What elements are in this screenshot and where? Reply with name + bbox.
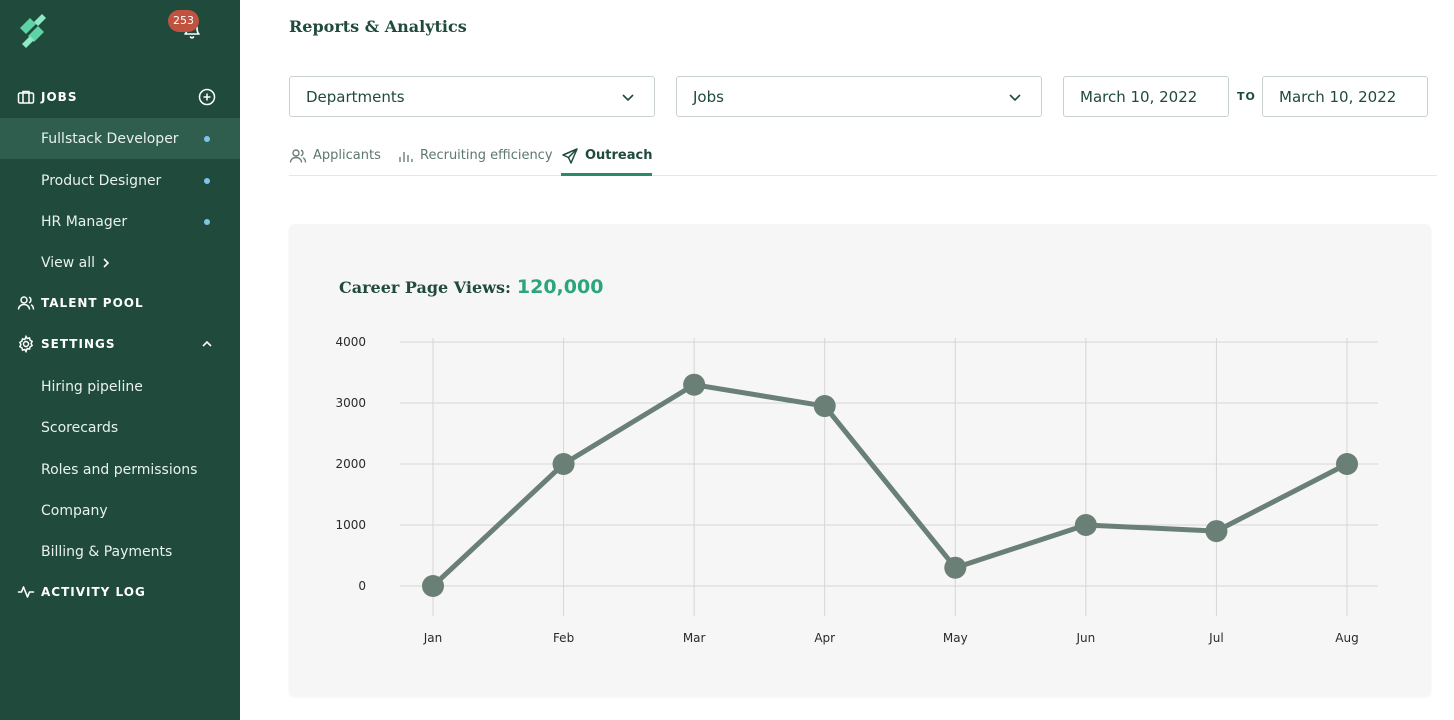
tab-label: Applicants <box>313 148 381 163</box>
sidebar-section-jobs[interactable]: JOBS <box>0 78 240 116</box>
jobs-select-value: Jobs <box>693 87 724 106</box>
y-tick-label: 0 <box>358 579 366 593</box>
x-tick-label: Jan <box>423 631 443 645</box>
data-point[interactable] <box>1205 520 1228 543</box>
sidebar-item-fullstack-developer[interactable]: Fullstack Developer <box>0 118 240 159</box>
x-tick-label: Feb <box>553 631 574 645</box>
sidebar-item-company[interactable]: Company <box>0 490 240 531</box>
y-tick-label: 3000 <box>335 396 366 410</box>
jobs-select[interactable]: Jobs <box>676 76 1042 117</box>
sidebar-item-label: Company <box>41 502 108 519</box>
data-point[interactable] <box>1074 514 1097 536</box>
chevron-right-icon <box>101 257 111 269</box>
date-to-input[interactable]: March 10, 2022 <box>1262 76 1428 117</box>
sidebar: 253 JOBS Fullstack Developer Product Des… <box>0 0 240 720</box>
departments-select-value: Departments <box>306 87 405 106</box>
sidebar-item-scorecards[interactable]: Scorecards <box>0 407 240 448</box>
sidebar-item-label: Fullstack Developer <box>41 130 179 147</box>
date-range-separator: TO <box>1237 90 1256 103</box>
sidebar-item-label: HR Manager <box>41 213 128 230</box>
x-tick-label: Apr <box>814 631 835 645</box>
chart-title-value: 120,000 <box>516 276 604 298</box>
sidebar-section-label: TALENT POOL <box>41 296 144 310</box>
sidebar-item-hiring-pipeline[interactable]: Hiring pipeline <box>0 366 240 407</box>
date-from-value: March 10, 2022 <box>1080 87 1198 106</box>
tab-recruiting-efficiency[interactable]: Recruiting efficiency <box>396 148 553 176</box>
x-tick-label: May <box>943 631 968 645</box>
y-tick-label: 2000 <box>335 457 366 471</box>
chart-card: Career Page Views: 120,000 0 1000 2000 3000… <box>289 224 1431 696</box>
chart-title-label: Career Page Views: <box>339 278 511 297</box>
add-job-icon[interactable] <box>198 88 216 106</box>
sidebar-item-label: Billing & Payments <box>41 543 173 560</box>
sidebar-item-view-all[interactable]: View all <box>0 242 240 283</box>
gear-icon <box>17 335 35 353</box>
sidebar-section-label: ACTIVITY LOG <box>41 585 146 599</box>
data-point[interactable] <box>944 556 967 579</box>
data-point[interactable] <box>683 373 706 396</box>
sidebar-item-label: Roles and permissions <box>41 461 198 478</box>
career-page-views-chart: 0 1000 2000 3000 4000 Jan Feb Mar Apr May Jun Jul Au… <box>335 335 1378 645</box>
users-icon <box>289 147 307 165</box>
data-point[interactable] <box>1336 453 1358 475</box>
x-tick-label: Jul <box>1208 631 1223 645</box>
bar-chart-icon <box>396 147 414 165</box>
sidebar-item-label: Product Designer <box>41 172 162 189</box>
briefcase-icon <box>17 88 35 106</box>
app-logo-icon[interactable] <box>16 14 52 50</box>
series-line <box>431 382 1349 588</box>
data-point[interactable] <box>422 575 444 597</box>
date-from-input[interactable]: March 10, 2022 <box>1063 76 1229 117</box>
tab-outreach[interactable]: Outreach <box>561 147 653 176</box>
status-dot-icon <box>204 136 210 142</box>
sidebar-item-billing-payments[interactable]: Billing & Payments <box>0 531 240 572</box>
sidebar-item-label: Scorecards <box>41 419 119 436</box>
date-to-value: March 10, 2022 <box>1279 87 1397 106</box>
sidebar-item-label: Hiring pipeline <box>41 378 143 395</box>
x-tick-label: Jun <box>1075 631 1095 645</box>
sidebar-section-label: SETTINGS <box>41 337 116 351</box>
x-tick-label: Aug <box>1335 631 1358 645</box>
activity-icon <box>17 583 35 601</box>
sidebar-item-hr-manager[interactable]: HR Manager <box>0 201 240 242</box>
send-icon <box>561 147 579 165</box>
departments-select[interactable]: Departments <box>289 76 655 117</box>
y-tick-label: 1000 <box>335 518 366 532</box>
data-point[interactable] <box>813 395 836 418</box>
sidebar-section-label: JOBS <box>41 90 78 104</box>
sidebar-section-talent-pool[interactable]: TALENT POOL <box>0 284 240 322</box>
sidebar-item-product-designer[interactable]: Product Designer <box>0 160 240 201</box>
sidebar-section-settings[interactable]: SETTINGS <box>0 325 240 363</box>
report-tabs: Applicants Recruiting efficiency Outreac… <box>289 140 1437 176</box>
tab-label: Outreach <box>585 148 653 163</box>
tab-label: Recruiting efficiency <box>420 148 553 163</box>
chevron-down-icon <box>1007 89 1023 105</box>
status-dot-icon <box>204 219 210 225</box>
page-title: Reports & Analytics <box>289 17 467 36</box>
users-icon <box>17 294 35 312</box>
status-dot-icon <box>204 178 210 184</box>
y-tick-label: 4000 <box>335 335 366 349</box>
data-point[interactable] <box>552 453 575 475</box>
chart-title: Career Page Views: 120,000 <box>339 276 603 298</box>
tab-applicants[interactable]: Applicants <box>289 148 381 176</box>
notification-badge[interactable]: 253 <box>168 10 199 32</box>
chevron-up-icon[interactable] <box>198 335 216 353</box>
sidebar-item-label: View all <box>41 254 96 271</box>
x-tick-label: Mar <box>683 631 706 645</box>
sidebar-section-activity-log[interactable]: ACTIVITY LOG <box>0 573 240 611</box>
chevron-down-icon <box>620 89 636 105</box>
sidebar-item-roles-and-permissions[interactable]: Roles and permissions <box>0 449 240 490</box>
